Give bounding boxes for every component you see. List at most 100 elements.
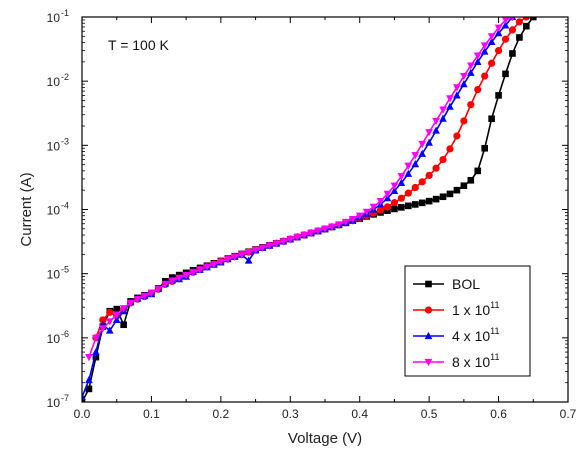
data-point — [390, 199, 399, 207]
data-point — [494, 24, 503, 32]
data-point — [418, 178, 426, 186]
legend-marker — [425, 280, 432, 288]
data-point — [411, 159, 420, 168]
data-point — [147, 289, 156, 298]
data-point — [467, 62, 475, 70]
data-point — [474, 85, 482, 94]
legend-entry: 1 x 1011 — [413, 300, 499, 318]
x-tick-label: 0.5 — [421, 407, 438, 421]
data-point — [480, 47, 489, 55]
legend-label: BOL — [452, 276, 480, 292]
data-point — [126, 299, 135, 308]
data-point — [418, 140, 426, 149]
data-point — [82, 392, 86, 401]
data-point — [509, 50, 516, 57]
data-point — [488, 115, 495, 123]
data-point — [321, 225, 329, 233]
data-point — [348, 215, 357, 224]
data-point — [432, 126, 440, 134]
data-point — [182, 271, 190, 280]
temperature-annotation: T = 100 K — [108, 37, 170, 53]
data-point — [481, 72, 489, 80]
data-point — [446, 95, 454, 103]
data-point — [99, 316, 107, 324]
data-point — [99, 325, 107, 333]
data-point — [82, 398, 86, 402]
data-point — [390, 182, 399, 190]
data-point — [404, 162, 413, 170]
data-point — [307, 229, 315, 238]
data-point — [467, 101, 475, 109]
data-point — [300, 231, 308, 240]
data-point — [85, 375, 93, 384]
data-point — [398, 204, 405, 211]
data-point — [460, 182, 468, 189]
data-point — [494, 29, 503, 37]
data-point — [501, 35, 510, 43]
data-point — [405, 202, 412, 210]
data-point — [515, 18, 524, 26]
data-point — [355, 212, 364, 220]
data-point — [376, 198, 385, 206]
x-tick-label: 0.0 — [74, 407, 91, 421]
data-point — [112, 311, 121, 319]
data-point — [453, 91, 461, 99]
data-point — [502, 70, 509, 78]
data-point — [453, 186, 461, 194]
legend-exponent: 11 — [490, 300, 499, 310]
data-point — [217, 258, 225, 266]
legend-entry: 4 x 1011 — [413, 326, 499, 344]
data-point — [522, 17, 530, 21]
y-tick-label: 10 — [47, 396, 61, 410]
data-point — [293, 234, 302, 242]
data-point — [460, 117, 468, 125]
y-tick-label: 10 — [47, 268, 61, 282]
data-point — [244, 249, 253, 257]
data-point — [92, 334, 100, 342]
y-tick-label: 10 — [47, 75, 61, 89]
data-point — [335, 221, 343, 229]
legend-label: 1 x 1011 — [452, 300, 499, 318]
data-point — [272, 240, 281, 248]
series-layer — [82, 17, 537, 402]
x-tick-label: 0.2 — [213, 407, 230, 421]
y-tick-exponent: -5 — [61, 265, 69, 275]
data-point — [203, 263, 211, 271]
series-4 — [85, 17, 515, 362]
data-point — [258, 244, 267, 252]
data-point — [432, 117, 440, 126]
data-point — [383, 190, 392, 199]
data-point — [411, 183, 419, 192]
data-point — [175, 274, 183, 282]
legend-exponent: 11 — [490, 352, 499, 362]
y-tick-label: 10 — [47, 11, 61, 25]
data-point — [501, 21, 510, 29]
data-point — [362, 208, 371, 216]
legend-marker — [424, 306, 433, 314]
data-point — [224, 256, 232, 264]
data-point — [196, 266, 204, 274]
data-point — [494, 46, 503, 55]
data-point — [439, 106, 447, 114]
data-point — [425, 138, 433, 146]
data-point — [113, 305, 121, 313]
legend-entry: 8 x 1011 — [413, 352, 499, 370]
x-tick-label: 0.6 — [490, 407, 507, 421]
data-point — [168, 277, 177, 285]
data-point — [237, 251, 246, 259]
y-tick-exponent: -4 — [61, 201, 69, 211]
data-point — [432, 195, 440, 203]
data-point — [251, 246, 260, 255]
data-point — [453, 132, 461, 140]
data-point — [480, 42, 489, 50]
data-point — [487, 37, 496, 45]
data-point — [120, 321, 127, 329]
legend-exponent: 11 — [490, 326, 499, 336]
y-tick-exponent: -7 — [61, 393, 69, 403]
y-tick-exponent: -3 — [61, 136, 69, 146]
data-point — [397, 173, 406, 181]
data-point — [501, 17, 510, 25]
data-point — [487, 33, 496, 41]
y-tick-exponent: -1 — [61, 8, 69, 18]
data-point — [376, 206, 385, 214]
